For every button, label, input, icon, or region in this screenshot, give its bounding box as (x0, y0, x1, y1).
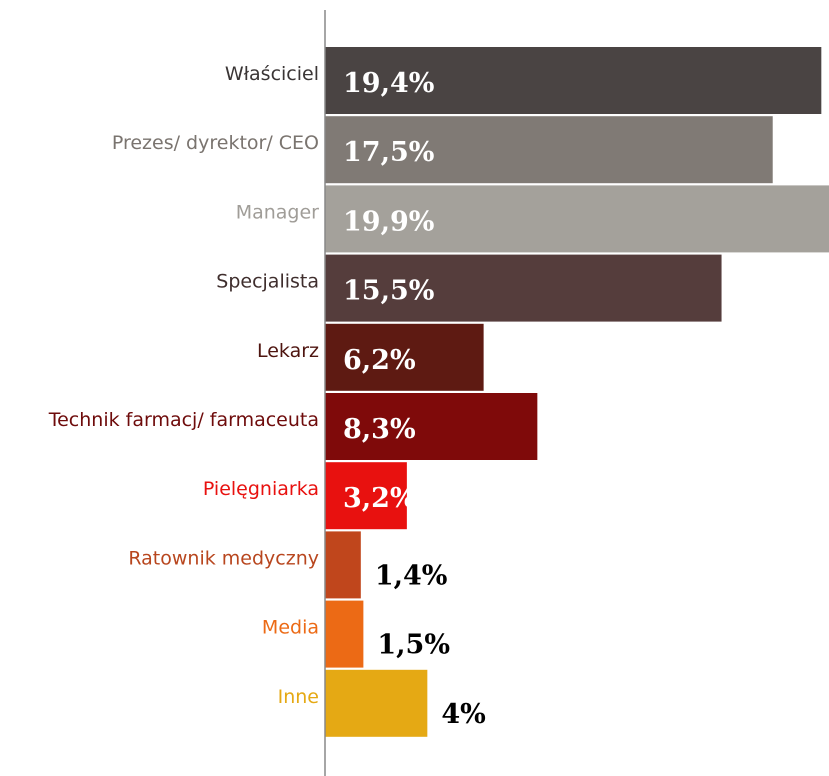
category-label: Manager (236, 201, 319, 223)
category-label: Właściciel (225, 63, 319, 85)
category-label: Technik farmacj/ farmaceuta (48, 409, 319, 431)
bar (325, 531, 361, 599)
bar (325, 393, 538, 460)
bar (325, 600, 364, 668)
category-label: Ratownik medyczny (128, 547, 319, 569)
bar (325, 47, 822, 114)
bar (325, 462, 407, 530)
value-label: 19,9% (343, 206, 434, 237)
category-label: Pielęgniarka (203, 478, 319, 500)
value-label: 3,2% (343, 483, 416, 514)
category-label: Specjalista (216, 271, 319, 293)
category-label: Inne (278, 686, 319, 708)
category-label: Prezes/ dyrektor/ CEO (112, 132, 319, 154)
value-label: 1,4% (375, 560, 448, 591)
bar (325, 116, 773, 184)
value-label: 8,3% (343, 414, 416, 445)
bar (325, 669, 428, 737)
category-label: Media (262, 617, 319, 639)
value-label: 1,5% (377, 630, 450, 661)
value-label: 19,4% (343, 68, 434, 99)
category-label: Lekarz (257, 340, 319, 362)
value-label: 4% (441, 699, 485, 730)
value-label: 15,5% (343, 276, 434, 307)
value-label: 6,2% (343, 345, 416, 376)
bar (325, 185, 829, 253)
bar (325, 254, 722, 322)
value-label: 17,5% (343, 137, 434, 168)
bar (325, 323, 484, 391)
